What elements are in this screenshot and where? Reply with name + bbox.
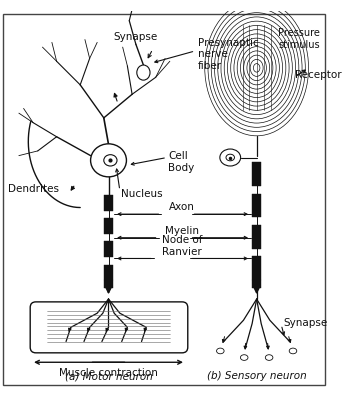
Polygon shape xyxy=(252,280,261,288)
Ellipse shape xyxy=(91,144,126,177)
Ellipse shape xyxy=(289,348,297,354)
Polygon shape xyxy=(104,218,113,234)
Polygon shape xyxy=(104,241,113,257)
Polygon shape xyxy=(104,265,113,280)
Text: (b) Sensory neuron: (b) Sensory neuron xyxy=(207,371,306,381)
Text: Cell
Body: Cell Body xyxy=(168,151,194,172)
Ellipse shape xyxy=(217,348,224,354)
Ellipse shape xyxy=(240,355,248,360)
Polygon shape xyxy=(104,280,113,288)
Text: (a) Motor neuron: (a) Motor neuron xyxy=(65,371,152,381)
Text: Nucleus: Nucleus xyxy=(121,189,162,199)
Text: Synapse: Synapse xyxy=(114,32,158,42)
FancyBboxPatch shape xyxy=(30,302,188,353)
Text: Presynaptic
nerve
fiber: Presynaptic nerve fiber xyxy=(198,38,259,71)
Text: Synapse: Synapse xyxy=(283,318,327,328)
Polygon shape xyxy=(252,194,261,217)
Ellipse shape xyxy=(265,355,273,360)
Text: Node of
Ranvier: Node of Ranvier xyxy=(162,235,202,257)
Text: Myelin: Myelin xyxy=(165,226,199,236)
Ellipse shape xyxy=(137,65,150,80)
Text: Dendrites: Dendrites xyxy=(8,184,59,194)
Text: Muscle contraction: Muscle contraction xyxy=(59,368,158,378)
Ellipse shape xyxy=(104,155,117,166)
Text: Axon: Axon xyxy=(169,202,195,212)
Polygon shape xyxy=(104,195,113,211)
Polygon shape xyxy=(252,225,261,249)
Polygon shape xyxy=(252,256,261,280)
Ellipse shape xyxy=(220,149,240,166)
Ellipse shape xyxy=(226,154,235,161)
Polygon shape xyxy=(252,162,261,186)
Text: Pressure
stimulus: Pressure stimulus xyxy=(278,28,320,50)
Text: Receptor: Receptor xyxy=(295,70,342,81)
